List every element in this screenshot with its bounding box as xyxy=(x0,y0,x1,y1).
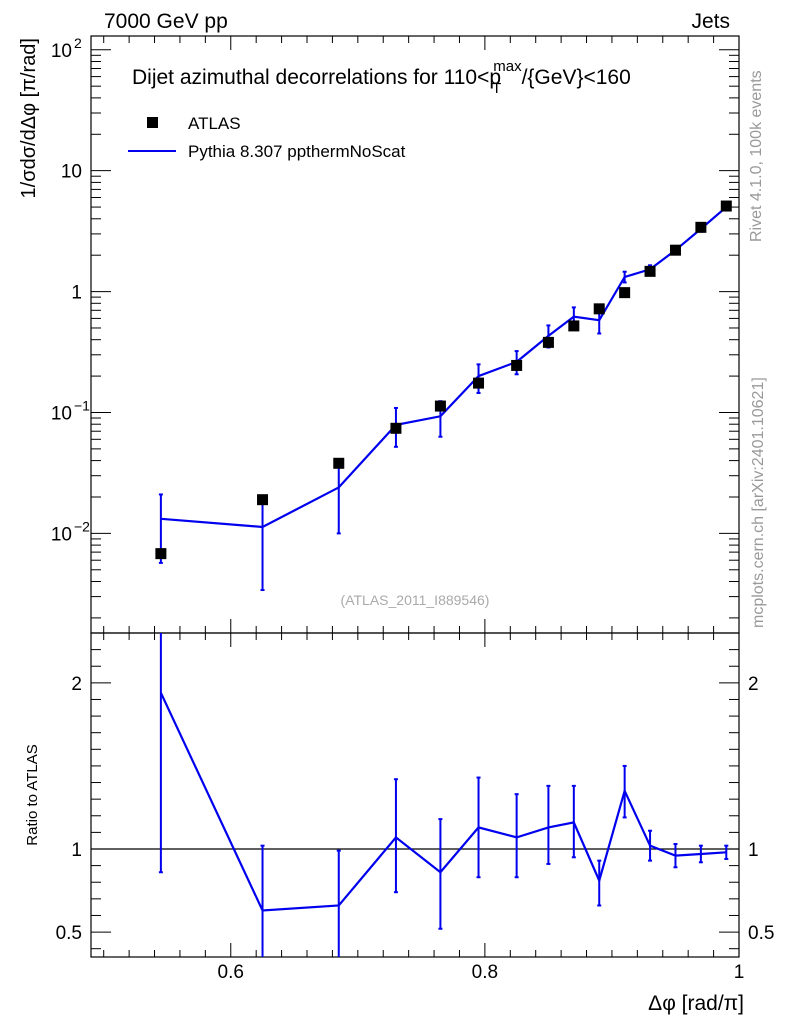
x-tick-label: 0.8 xyxy=(472,962,498,983)
data-point xyxy=(619,287,631,299)
header-energy: 7000 GeV pp xyxy=(104,10,228,33)
y-axis-label: 1/σdσ/dΔφ [π/rad] xyxy=(18,38,40,198)
legend-marker-atlas xyxy=(147,117,158,128)
data-point xyxy=(434,400,446,412)
ratio-plot-frame xyxy=(90,632,740,958)
data-point xyxy=(669,244,681,256)
ratio-y-tick-label: 1 xyxy=(71,840,82,861)
ratio-line xyxy=(159,692,727,912)
y-tick-label: 10 xyxy=(51,41,72,62)
data-point xyxy=(695,221,707,233)
x-tick-label: 0.6 xyxy=(218,962,244,983)
data-point xyxy=(542,336,554,348)
side-label-rivet: Rivet 4.1.0, 100k events xyxy=(748,70,765,242)
mc-series xyxy=(158,204,729,592)
data-point xyxy=(511,359,523,371)
chart-title-main: Dijet azimuthal decorrelations for 110<p xyxy=(132,66,501,89)
data-point xyxy=(333,457,345,469)
legend-label-pythia: Pythia 8.307 ppthermNoScat xyxy=(188,142,406,161)
x-axis-label: Δφ [rad/π] xyxy=(648,992,744,1015)
data-point xyxy=(593,303,605,315)
y-tick-label: 10 xyxy=(51,524,72,545)
ratio-y-tick-label-right: 1 xyxy=(748,840,759,861)
chart-title-rest: /{GeV}<160 xyxy=(522,66,631,89)
ratio-y-tick-label-right: 2 xyxy=(748,674,759,695)
mc-line xyxy=(160,206,728,529)
ratio-y-tick-label-right: 0.5 xyxy=(748,923,774,944)
data-point xyxy=(644,265,656,277)
axis-ticks xyxy=(91,36,740,957)
chart-title-superscript: max xyxy=(493,58,522,75)
ratio-y-tick-label: 2 xyxy=(71,674,82,695)
data-point xyxy=(155,548,167,560)
ratio-series xyxy=(91,633,739,957)
x-tick-label: 1 xyxy=(734,962,745,983)
y-tick-label: 1 xyxy=(71,283,82,304)
analysis-watermark: (ATLAS_2011_I889546) xyxy=(341,592,490,608)
y-tick-label: 10 xyxy=(51,403,72,424)
y-tick-label-exponent: −2 xyxy=(74,518,90,534)
ratio-y-tick-label: 0.5 xyxy=(56,923,82,944)
chart-title: Dijet azimuthal decorrelations for 110<p… xyxy=(132,58,631,97)
ratio-y-axis-label: Ratio to ATLAS xyxy=(24,744,41,845)
chart-title-subscript: T xyxy=(492,80,501,97)
y-tick-label-exponent: 2 xyxy=(74,35,82,51)
data-point xyxy=(720,200,732,212)
data-point xyxy=(473,377,485,389)
data-series xyxy=(155,200,732,560)
legend-label-atlas: ATLAS xyxy=(188,114,241,133)
data-point xyxy=(257,494,269,506)
y-tick-label: 10 xyxy=(61,162,82,183)
header-category: Jets xyxy=(691,10,730,33)
y-tick-label-exponent: −1 xyxy=(74,397,90,413)
data-point xyxy=(390,422,402,434)
data-point xyxy=(568,320,580,332)
side-label-mcplots: mcplots.cern.ch [arXiv:2401.10621] xyxy=(750,377,767,628)
